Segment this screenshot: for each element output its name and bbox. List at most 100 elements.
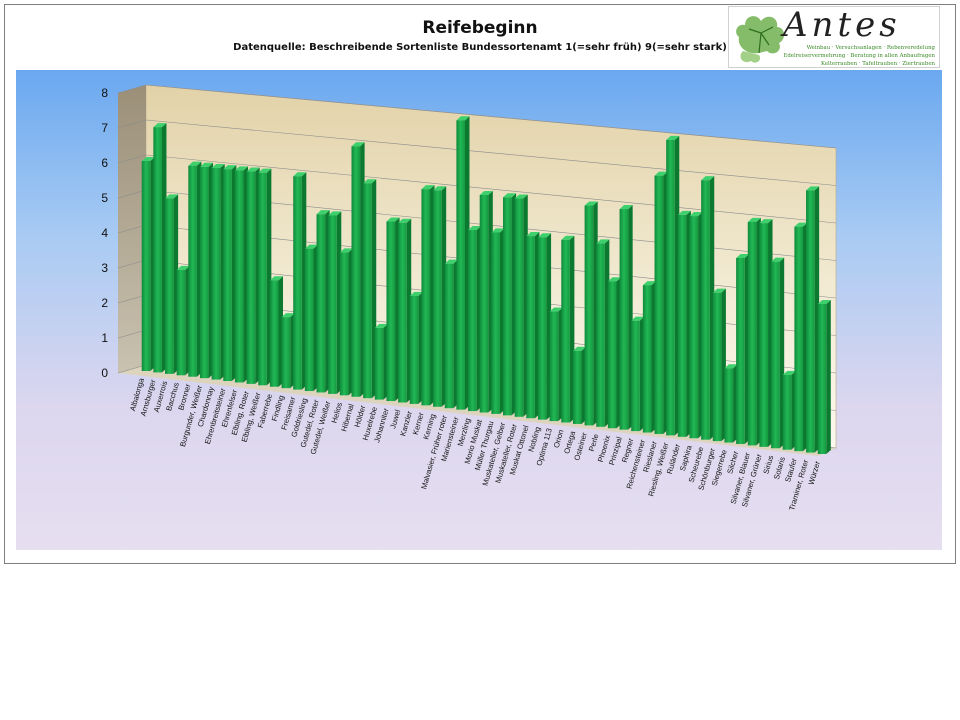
y-tick-label: 8 [101,86,108,100]
bar-top [654,171,668,176]
bar [386,217,400,402]
bar-front [421,189,431,406]
bar-front [491,232,500,414]
bar [503,193,517,416]
bar-top [631,316,645,321]
bar [153,123,167,373]
bar-front [654,175,664,434]
bar-top [771,257,785,262]
bar-top [549,307,563,312]
bar-top [363,179,377,184]
bar-top [328,211,342,216]
gridline-side [117,329,147,339]
bar [607,277,622,429]
bar-top [339,248,353,253]
bar-top [806,186,820,191]
bar-top [701,176,715,181]
logo-line-1: Weinbau · Versuchsanlagen · Rebenveredel… [806,45,935,51]
bar-front [584,205,594,426]
bar-front [817,304,827,454]
bar [281,313,295,389]
bar-top [421,185,435,190]
bar [642,281,656,433]
bar-front [293,176,302,390]
bar [526,232,540,419]
bar-top [607,277,622,282]
bar-front [759,223,769,447]
bar-top [561,235,575,240]
bar-front [328,215,337,394]
bar [584,201,598,426]
y-tick-label: 3 [101,261,108,275]
bar [561,235,575,423]
bar-front [479,195,489,413]
bar-top [211,163,225,169]
bar-front [503,197,512,416]
bar [479,190,493,413]
bar-top [526,232,540,237]
bar [537,233,552,420]
chart-subtitle: Datenquelle: Beschreibende Sortenliste B… [233,42,727,53]
bar-top [479,190,493,195]
bar [817,299,831,454]
y-tick-label: 5 [101,191,108,205]
gridline-side [117,294,147,304]
bar-front [281,317,291,389]
chart-title: Reifebeginn [422,18,538,38]
bar-top [468,225,482,231]
bar [433,186,447,407]
bar-top [759,219,773,224]
bar [304,244,318,392]
bar-top [269,276,284,281]
bar [223,165,237,382]
bar-top [712,288,726,293]
bar-top [537,233,552,238]
bar [421,185,435,406]
bar [328,211,342,394]
bar [176,265,190,376]
bar-front [549,311,559,422]
bar-top [141,156,155,161]
bar [491,228,505,414]
bar [549,307,563,422]
bar-top [386,217,400,222]
bar [654,171,668,434]
logo-line-2: Edelreiservermehrung · Beratung in allen… [783,53,935,59]
bar-top [794,222,808,227]
bar-front [677,214,687,437]
bar [747,217,761,446]
bar [456,116,470,410]
bar-front [561,239,570,423]
bar-top [642,281,656,286]
bar [782,370,796,450]
bar-front [596,243,605,427]
bar-top [188,161,202,166]
gridline [145,84,837,149]
bar-top [444,259,458,264]
bar-front [468,230,477,412]
bar-front [747,221,757,446]
bar-front [165,198,174,374]
bar-front [386,221,396,402]
bar-front [363,183,372,399]
bar [701,176,715,440]
bar [794,222,808,452]
bar [444,259,458,409]
bar-front [689,216,699,439]
bar-front [771,261,780,449]
bar [596,239,610,427]
bar-top [351,142,365,147]
bar-top [433,186,447,191]
bar [316,210,330,393]
gridline [145,154,837,224]
y-tick-label: 2 [101,296,108,310]
bar [666,135,680,436]
gridline-side [117,84,147,94]
bar-front [351,146,361,397]
bar-top [736,253,750,258]
logo-line-3: Kelterrauben · Tafeltrauben · Ziertraube… [820,61,935,67]
bar-front [666,139,675,436]
bar-top [153,123,167,128]
bar-front [234,170,244,383]
bar-top [293,172,307,177]
